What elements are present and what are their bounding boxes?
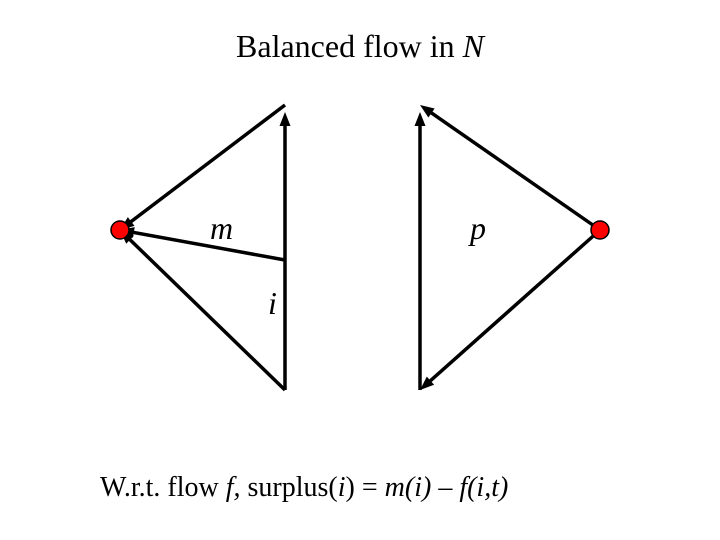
diagram bbox=[0, 0, 720, 540]
